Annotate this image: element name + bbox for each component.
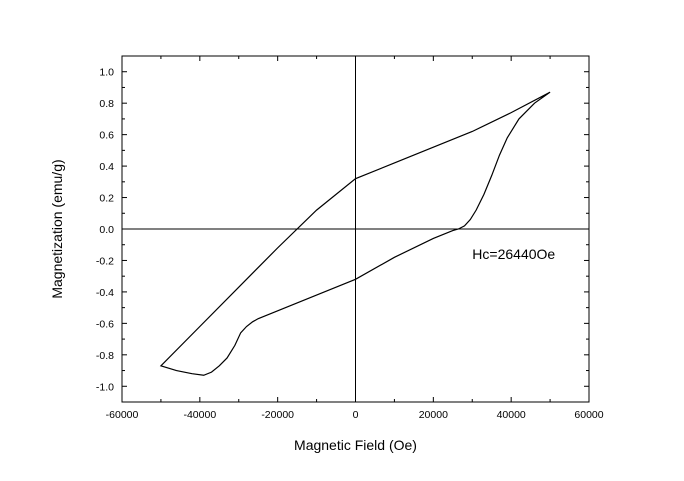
y-tick-label: 0.8 [99,98,114,110]
x-tick-label: -40000 [183,409,216,421]
y-tick-label: -0.6 [96,318,114,330]
y-tick-label: 1.0 [99,67,114,79]
y-tick-label: -0.2 [96,255,114,267]
y-axis-title: Magnetization (emu/g) [49,159,65,298]
x-tick-label: 40000 [497,409,526,421]
x-tick-label: -20000 [261,409,294,421]
y-tick-label: 0.4 [99,161,114,173]
x-axis-title: Magnetic Field (Oe) [294,437,417,453]
x-tick-label: -60000 [106,409,139,421]
y-tick-label: 0.2 [99,193,114,205]
x-tick-label: 20000 [419,409,448,421]
y-tick-label: 0.0 [99,224,114,236]
y-tick-label: -0.8 [96,350,114,362]
coercivity-annotation: Hc=26440Oe [472,246,555,262]
x-tick-label: 0 [353,409,359,421]
x-tick-label: 60000 [574,409,603,421]
y-tick-label: -0.4 [96,287,114,299]
y-tick-label: -1.0 [96,381,114,393]
hysteresis-curve [159,91,551,376]
y-tick-label: 0.6 [99,130,114,142]
